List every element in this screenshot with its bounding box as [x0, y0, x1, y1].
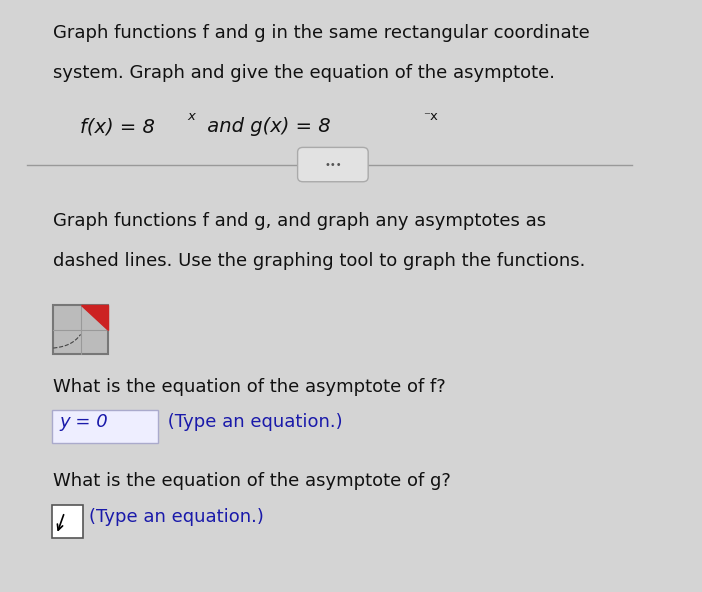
Text: dashed lines. Use the graphing tool to graph the functions.: dashed lines. Use the graphing tool to g…	[53, 252, 585, 270]
Text: Graph functions f and g in the same rectangular coordinate: Graph functions f and g in the same rect…	[53, 24, 590, 41]
FancyBboxPatch shape	[52, 505, 83, 538]
Text: (Type an equation.): (Type an equation.)	[161, 413, 343, 431]
Text: •••: •••	[324, 160, 342, 169]
Text: What is the equation of the asymptote of f?: What is the equation of the asymptote of…	[53, 378, 446, 395]
FancyBboxPatch shape	[53, 305, 108, 354]
Text: x: x	[187, 110, 196, 123]
Text: f(x) = 8: f(x) = 8	[80, 117, 154, 136]
Text: What is the equation of the asymptote of g?: What is the equation of the asymptote of…	[53, 472, 451, 490]
Text: y = 0: y = 0	[60, 413, 109, 431]
Text: and g(x) = 8: and g(x) = 8	[201, 117, 331, 136]
FancyBboxPatch shape	[298, 147, 368, 182]
Text: Graph functions f and g, and graph any asymptotes as: Graph functions f and g, and graph any a…	[53, 212, 546, 230]
Text: (Type an equation.): (Type an equation.)	[89, 508, 264, 526]
FancyBboxPatch shape	[52, 410, 158, 443]
Text: system. Graph and give the equation of the asymptote.: system. Graph and give the equation of t…	[53, 64, 555, 82]
Text: ⁻x: ⁻x	[423, 110, 437, 123]
Polygon shape	[81, 305, 108, 330]
